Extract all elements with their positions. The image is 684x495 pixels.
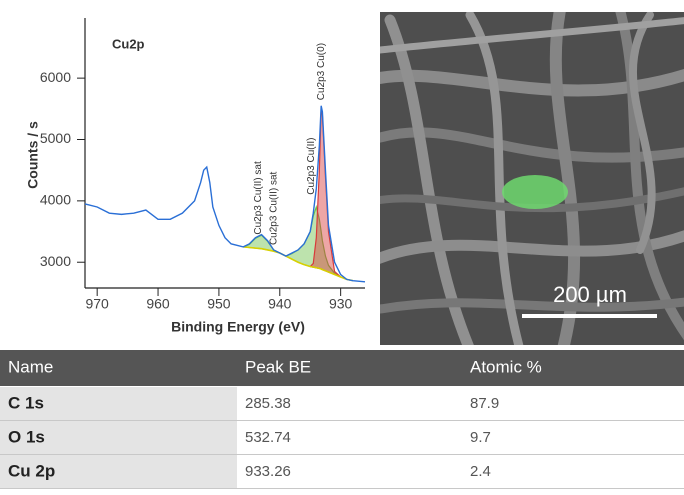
y-axis-label: Counts / s — [25, 121, 41, 189]
table: Name Peak BE Atomic % C 1s 285.38 87.9 O 1s 532… — [0, 350, 684, 489]
x-tick-label: 950 — [207, 296, 231, 312]
row-name: C 1s — [8, 393, 44, 412]
table-cell: 285.38 — [245, 395, 291, 412]
row-name: Cu 2p — [8, 461, 55, 480]
table-cell: 9.7 — [470, 429, 491, 446]
table-cell: 532.74 — [245, 429, 291, 446]
x-tick-label: 960 — [146, 296, 170, 312]
table-cell: 2.4 — [470, 463, 491, 480]
column-header: Atomic % — [470, 357, 542, 376]
peak-annotation: Cu2p3 Cu(II) sat — [268, 171, 279, 245]
x-axis-label: Binding Energy (eV) — [171, 319, 305, 335]
peak-annotation: Cu2p3 Cu(II) — [306, 137, 317, 194]
column-header: Name — [8, 357, 53, 376]
row-name: O 1s — [8, 427, 45, 446]
table-header-bg — [0, 350, 684, 386]
peak-annotation: Cu2p3 Cu(II) sat — [253, 161, 264, 235]
table-cell: 933.26 — [245, 463, 291, 480]
figure: Cu2p Binding Energy (eV) Counts / s 3000… — [0, 0, 684, 490]
table-cell: 87.9 — [470, 395, 499, 412]
x-tick-label: 930 — [329, 296, 353, 312]
sem-image — [370, 10, 684, 360]
page: Cu2p Binding Energy (eV) Counts / s 3000… — [0, 0, 684, 490]
x-tick-label: 940 — [268, 296, 292, 312]
scale-bar-label: 200 µm — [553, 282, 627, 307]
y-tick-label: 3000 — [40, 253, 71, 269]
y-tick-label: 6000 — [40, 69, 71, 85]
y-tick-label: 4000 — [40, 192, 71, 208]
peak-annotation: Cu2p3 Cu(0) — [316, 43, 327, 100]
column-header: Peak BE — [245, 357, 311, 376]
x-tick-label: 970 — [85, 296, 109, 312]
y-tick-label: 5000 — [40, 130, 71, 146]
chart-title: Cu2p — [112, 36, 145, 51]
